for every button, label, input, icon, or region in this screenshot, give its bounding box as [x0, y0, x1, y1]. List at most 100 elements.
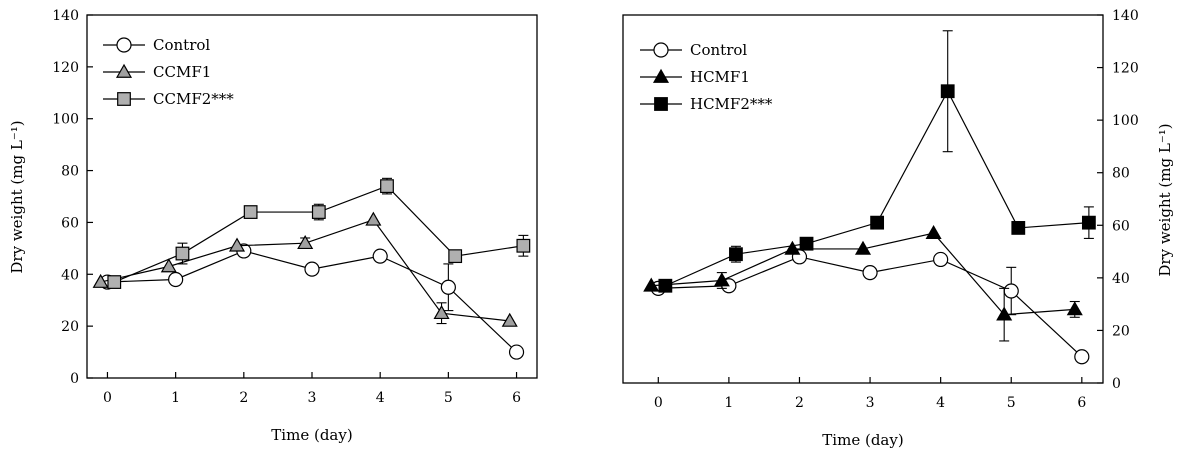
- left-x-tick-label: 3: [308, 390, 317, 406]
- left-legend-item: CCMF1: [103, 63, 211, 81]
- right-legend: Control HCMF1 HCMF2***: [640, 41, 773, 113]
- right-data-point: [658, 278, 673, 293]
- left-x-tick-label: 1: [171, 390, 180, 406]
- right-data-point: [1074, 349, 1090, 365]
- right-data-point: [854, 240, 872, 255]
- left-x-tick-label: 0: [103, 390, 112, 406]
- left-x-tick-label: 5: [444, 390, 453, 406]
- right-legend-item: Control: [640, 41, 747, 59]
- right-data-point: [643, 277, 660, 292]
- right-series-0: [650, 249, 1090, 365]
- left-data-point: [365, 211, 382, 226]
- right-data-point: [870, 215, 885, 230]
- left-y-tick-label: 60: [61, 215, 79, 231]
- left-y-tick-label: 20: [61, 319, 79, 335]
- left-legend-marker: [117, 92, 131, 106]
- right-x-tick-label: 0: [654, 395, 663, 411]
- left-y-tick-label: 40: [61, 267, 79, 283]
- left-x-axis-title: Time (day): [271, 426, 352, 444]
- right-data-point: [729, 247, 743, 262]
- right-x-tick-label: 4: [936, 395, 945, 411]
- left-data-point: [380, 179, 394, 194]
- right-legend-label: HCMF1: [690, 68, 750, 86]
- left-data-point: [168, 271, 184, 288]
- right-y-tick-label: 140: [1112, 8, 1139, 24]
- left-data-point: [92, 273, 109, 288]
- right-legend-label: Control: [690, 41, 747, 59]
- right-series-2: [658, 30, 1096, 293]
- right-data-point: [713, 272, 730, 287]
- right-data-point: [1081, 215, 1096, 230]
- right-legend-item: HCMF2***: [640, 95, 773, 113]
- right-x-tick-label: 3: [866, 395, 875, 411]
- right-x-tick-label: 2: [795, 395, 804, 411]
- right-legend-label: HCMF2***: [690, 95, 773, 113]
- left-data-point: [501, 312, 518, 327]
- right-y-tick-label: 120: [1112, 61, 1139, 77]
- left-series-2: [107, 177, 531, 289]
- right-x-tick-label: 5: [1007, 395, 1016, 411]
- right-data-point: [799, 236, 814, 251]
- left-x-tick-label: 4: [376, 390, 385, 406]
- right-x-tick-label: 1: [724, 395, 733, 411]
- left-series: [92, 177, 531, 360]
- left-y-axis-title: Dry weight (mg L⁻¹): [8, 120, 26, 273]
- right-y-axis-title: Dry weight (mg L⁻¹): [1156, 123, 1174, 276]
- left-legend-label: CCMF2***: [153, 90, 234, 108]
- left-x-tick-label: 2: [239, 390, 248, 406]
- right-data-point: [1003, 283, 1019, 299]
- left-legend: Control CCMF1 CCMF2***: [103, 36, 234, 108]
- right-legend-marker: [652, 68, 670, 83]
- right-series: [643, 30, 1096, 365]
- left-legend-label: CCMF1: [153, 63, 211, 81]
- right-data-point: [996, 306, 1013, 321]
- left-data-point: [508, 344, 525, 360]
- left-data-point: [440, 279, 456, 295]
- left-data-point: [516, 238, 531, 253]
- right-data-point: [1011, 221, 1026, 235]
- left-legend-item: CCMF2***: [103, 90, 234, 108]
- right-legend-marker: [654, 97, 668, 111]
- left-legend-item: Control: [103, 36, 210, 54]
- right-y-tick-label: 40: [1112, 271, 1130, 287]
- left-y-tick-label: 100: [52, 112, 79, 128]
- right-data-point: [862, 265, 878, 281]
- right-data-point: [1066, 301, 1083, 316]
- left-x-tick-label: 6: [512, 390, 521, 406]
- left-data-point: [311, 205, 326, 219]
- right-legend-item: HCMF1: [640, 68, 750, 86]
- left-data-point: [107, 275, 122, 289]
- right-data-point: [784, 240, 801, 255]
- right-y-tick-label: 100: [1112, 113, 1139, 129]
- left-data-point: [304, 261, 320, 277]
- right-x-axis-title: Time (day): [822, 431, 903, 449]
- right-y-tick-label: 0: [1112, 376, 1121, 392]
- left-data-point: [160, 258, 177, 273]
- right-series-line: [665, 89, 1089, 287]
- right-x-tick-label: 6: [1077, 395, 1086, 411]
- left-data-point: [372, 248, 388, 264]
- left-data-point: [243, 205, 258, 219]
- left-y-tick-label: 0: [70, 371, 79, 387]
- left-legend-label: Control: [153, 36, 210, 54]
- left-y-tick-label: 80: [61, 164, 79, 180]
- right-plot-frame: [622, 14, 1104, 384]
- right-data-point: [925, 224, 942, 240]
- left-data-point: [175, 246, 190, 261]
- left-series-1: [92, 211, 518, 327]
- right-y-tick-label: 20: [1112, 323, 1130, 339]
- right-legend-marker: [653, 42, 669, 58]
- right-data-point: [933, 251, 949, 268]
- left-data-point: [448, 249, 463, 264]
- right-series-1: [643, 224, 1083, 342]
- right-y-tick-label: 60: [1112, 218, 1130, 234]
- right-y-tick-label: 80: [1112, 166, 1130, 182]
- left-data-point: [433, 304, 450, 320]
- left-data-point: [297, 234, 314, 250]
- left-legend-marker: [116, 37, 132, 53]
